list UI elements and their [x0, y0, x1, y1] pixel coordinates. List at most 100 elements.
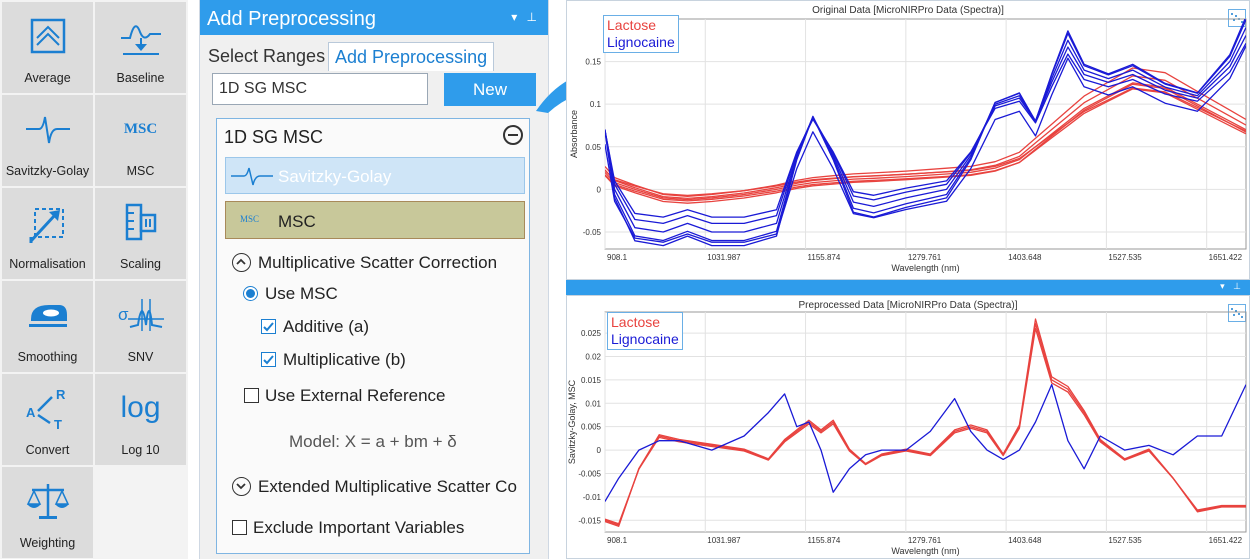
use-msc-label: Use MSC: [265, 284, 338, 303]
series-line-lactose: [605, 318, 1246, 527]
y-tick-label: 0: [597, 185, 602, 194]
x-tick-label: 1651.422: [1209, 253, 1243, 262]
log-icon: log: [95, 386, 186, 430]
additive-label: Additive (a): [283, 317, 369, 336]
multiplicative-label: Multiplicative (b): [283, 350, 406, 369]
msc-step-icon: MSC: [240, 214, 260, 224]
preprocessing-group: 1D SG MSC Savitzky-Golay MSC MSC Multipl…: [216, 118, 530, 554]
baseline-button[interactable]: Baseline: [95, 2, 186, 93]
convert-letter-t: T: [54, 417, 62, 431]
original-chart-options-icon[interactable]: [1228, 9, 1246, 27]
x-tick-label: 1403.648: [1008, 253, 1042, 262]
average-button[interactable]: Average: [2, 2, 93, 93]
original-chart-title: Original Data [MicroNIRPro Data (Spectra…: [812, 5, 1004, 16]
x-tick-label: 1279.761: [908, 253, 942, 262]
legend-lactose: Lactose: [607, 17, 657, 33]
smoothing-icon: [2, 293, 93, 337]
legend-lactose: Lactose: [611, 314, 661, 330]
use-msc-radio[interactable]: [243, 286, 258, 301]
chart-area: Original Data [MicroNIRPro Data (Spectra…: [566, 0, 1250, 559]
scaling-button[interactable]: Scaling: [95, 188, 186, 279]
collapse-group-icon[interactable]: [503, 125, 523, 145]
convert-letter-r: R: [56, 387, 66, 402]
log-10-button[interactable]: log Log 10: [95, 374, 186, 465]
emsc-section-title: Extended Multiplicative Scatter Co: [258, 477, 517, 496]
preprocessed-chart-title: Preprocessed Data [MicroNIRPro Data (Spe…: [798, 300, 1018, 311]
baseline-icon: [95, 14, 186, 58]
msc-label: MSC: [126, 164, 155, 178]
series-line-lignocaine: [605, 383, 1246, 502]
y-tick-label: 0.05: [585, 143, 601, 152]
log-10-label: Log 10: [121, 443, 160, 457]
plot-frame: [604, 311, 1247, 533]
step-msc[interactable]: MSC MSC: [225, 201, 525, 239]
step-savitzky-golay-label: Savitzky-Golay: [278, 167, 392, 186]
y-tick-label: 0: [597, 446, 602, 455]
series-line-lignocaine: [605, 19, 1246, 247]
smoothing-label: Smoothing: [17, 350, 78, 364]
weighting-label: Weighting: [19, 536, 76, 550]
msc-button[interactable]: MSC MSC: [95, 95, 186, 186]
group-title: 1D SG MSC: [224, 127, 324, 147]
convert-letter-a: A: [26, 405, 36, 420]
savitzky-golay-button[interactable]: Savitzky-Golay: [2, 95, 93, 186]
panel-pin-icon[interactable]: ▾ ⊥: [511, 10, 540, 24]
series-line-lactose: [605, 323, 1246, 526]
convert-button[interactable]: R A T Convert: [2, 374, 93, 465]
y-tick-label: -0.05: [583, 228, 602, 237]
x-tick-label: 908.1: [607, 536, 628, 545]
legend-lignocaine: Lignocaine: [607, 34, 675, 50]
new-button[interactable]: New: [444, 73, 536, 106]
preprocessed-chart-legend: Lactose Lignocaine: [607, 312, 683, 350]
snv-icon: σ: [95, 293, 186, 337]
emsc-section-expander-icon[interactable]: [232, 477, 251, 496]
convert-icon: R A T: [2, 386, 93, 431]
weighting-button[interactable]: Weighting: [2, 467, 93, 558]
y-tick-label: 0.025: [581, 329, 602, 338]
y-tick-label: 0.1: [590, 100, 602, 109]
x-tick-label: 1155.874: [808, 536, 841, 545]
add-preprocessing-panel: Add Preprocessing ▾ ⊥ Select Ranges Add …: [199, 0, 549, 559]
y-tick-label: -0.015: [578, 516, 601, 525]
preprocessing-name-input[interactable]: [212, 73, 428, 105]
y-tick-label: 0.02: [585, 352, 601, 361]
series-line-lactose: [605, 87, 1246, 197]
panel-header: Add Preprocessing ▾ ⊥: [200, 0, 548, 35]
x-axis-label: Wavelength (nm): [891, 263, 959, 273]
tool-palette: Average Baseline Savitzky-Golay MSC MSC …: [0, 0, 188, 559]
x-tick-label: 1651.422: [1209, 536, 1243, 545]
x-tick-label: 1279.761: [908, 536, 942, 545]
additive-checkbox[interactable]: [261, 319, 276, 334]
chart-splitter[interactable]: ▾ ⊥: [566, 280, 1250, 295]
series-line-lactose: [605, 82, 1246, 201]
y-axis-label: Savitzky-Golay, MSC: [567, 379, 577, 464]
savitzky-golay-label: Savitzky-Golay: [5, 164, 90, 178]
exclude-variables-checkbox[interactable]: [232, 520, 247, 535]
preprocessed-chart-plot: 908.1 1031.987 1155.874 1279.761 1403.648 152…: [567, 311, 1247, 556]
tab-select-ranges[interactable]: Select Ranges: [208, 46, 326, 66]
x-tick-label: 908.1: [607, 253, 628, 262]
msc-section-title: Multiplicative Scatter Correction: [258, 253, 498, 272]
tab-add-preprocessing[interactable]: Add Preprocessing: [328, 42, 495, 71]
legend-lignocaine: Lignocaine: [611, 331, 679, 347]
multiplicative-checkbox[interactable]: [261, 352, 276, 367]
smoothing-button[interactable]: Smoothing: [2, 281, 93, 372]
scaling-icon: [95, 200, 186, 244]
external-reference-checkbox[interactable]: [244, 388, 259, 403]
normalisation-icon: [2, 200, 93, 244]
savitzky-golay-icon: [2, 107, 93, 151]
log-icon-text: log: [120, 391, 161, 424]
msc-section-expander-icon[interactable]: [232, 253, 251, 272]
panel-title: Add Preprocessing: [207, 8, 376, 30]
x-tick-label: 1031.987: [707, 536, 741, 545]
x-tick-label: 1527.535: [1108, 536, 1142, 545]
exclude-variables-label: Exclude Important Variables: [253, 518, 465, 537]
scaling-label: Scaling: [120, 257, 161, 271]
series-line-lactose: [605, 83, 1246, 204]
normalisation-button[interactable]: Normalisation: [2, 188, 93, 279]
snv-button[interactable]: σ SNV: [95, 281, 186, 372]
step-savitzky-golay[interactable]: Savitzky-Golay: [225, 157, 525, 194]
y-axis-label: Absorbance: [569, 110, 579, 158]
step-msc-label: MSC: [278, 212, 316, 231]
splitter-pin-icon[interactable]: ▾ ⊥: [1220, 281, 1244, 291]
